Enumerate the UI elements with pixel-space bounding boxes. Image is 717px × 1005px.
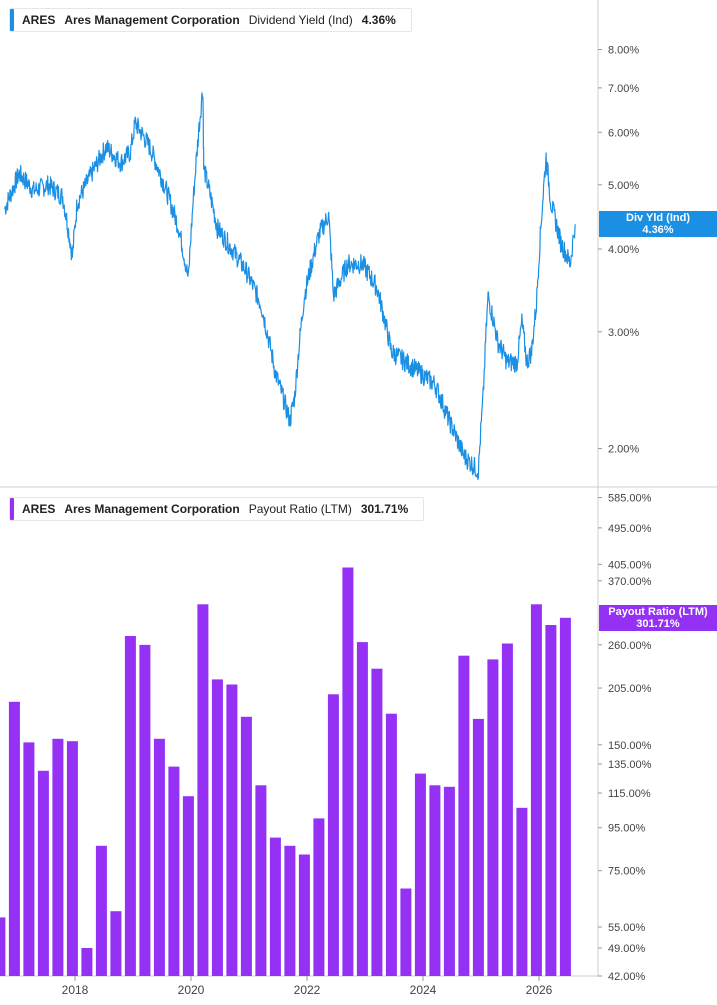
payout-ratio-bar — [124, 636, 136, 976]
dividend-yield-axis: 8.00% 7.00% 6.00% 5.00% 4.00% 3.00% 2.00% — [598, 44, 639, 456]
payout-ratio-bar — [458, 655, 470, 976]
legend-ticker: ARES — [22, 502, 56, 516]
payout-ratio-bar — [313, 818, 325, 976]
tag-label: Payout Ratio (LTM) — [608, 605, 708, 618]
legend-value: 4.36% — [361, 13, 396, 27]
payout-ratio-bar — [52, 738, 64, 976]
payout-ratio-bar — [168, 766, 180, 976]
y-tick-label: 205.00% — [608, 683, 652, 695]
legend-company: Ares Management Corporation — [64, 502, 240, 516]
date-axis: 2018 2020 2022 2024 2026 — [62, 976, 553, 997]
payout-ratio-bar — [298, 854, 310, 976]
x-tick-label: 2020 — [178, 983, 205, 997]
payout-ratio-bar — [0, 917, 6, 976]
payout-ratio-bar — [530, 604, 542, 976]
tag-value: 301.71% — [636, 617, 680, 630]
dividend-yield-line — [4, 92, 576, 481]
payout-ratio-bar — [240, 716, 252, 976]
payout-ratio-bar — [472, 718, 484, 976]
y-tick-label: 405.00% — [608, 559, 652, 571]
y-tick-label: 49.00% — [608, 943, 646, 955]
y-tick-label: 2.00% — [608, 444, 639, 456]
dividend-yield-plot — [4, 92, 576, 481]
y-tick-label: 95.00% — [608, 823, 646, 835]
legend-metric: Payout Ratio (LTM) — [248, 502, 352, 516]
y-tick-label: 5.00% — [608, 180, 639, 192]
y-tick-label: 55.00% — [608, 922, 646, 934]
payout-ratio-last-value-tag: Payout Ratio (LTM) 301.71% — [599, 604, 717, 631]
y-tick-label: 75.00% — [608, 866, 646, 878]
legend-ticker: ARES — [22, 13, 56, 27]
y-tick-label: 115.00% — [608, 788, 651, 800]
tag-label: Div Yld (Ind) — [626, 212, 690, 225]
payout-ratio-bar — [487, 659, 499, 976]
payout-ratio-bar — [139, 644, 151, 976]
payout-ratio-bar — [153, 738, 165, 976]
dividend-yield-legend: ARES Ares Management Corporation Dividen… — [9, 8, 412, 32]
legend-company: Ares Management Corporation — [64, 13, 240, 27]
payout-ratio-bar — [182, 796, 194, 976]
dividend-yield-swatch — [10, 9, 14, 31]
x-tick-label: 2022 — [294, 983, 321, 997]
payout-ratio-bar — [342, 567, 354, 976]
payout-ratio-bar — [66, 741, 78, 976]
payout-ratio-bar — [385, 713, 397, 976]
payout-ratio-plot — [0, 567, 571, 976]
y-tick-label: 585.00% — [608, 493, 652, 505]
payout-ratio-bar — [559, 617, 571, 976]
payout-ratio-bar — [211, 679, 223, 976]
y-tick-label: 3.00% — [608, 327, 639, 339]
payout-ratio-bar — [327, 694, 339, 976]
x-tick-label: 2024 — [410, 983, 437, 997]
payout-ratio-axis: 585.00% 495.00% 405.00% 370.00% 260.00% 205.0… — [598, 493, 652, 983]
payout-ratio-bar — [400, 888, 412, 976]
y-tick-label: 8.00% — [608, 44, 639, 56]
payout-ratio-bar — [8, 701, 20, 976]
payout-ratio-bar — [371, 668, 383, 976]
payout-ratio-bar — [443, 786, 455, 976]
payout-ratio-bar — [356, 642, 368, 976]
payout-ratio-bar — [501, 643, 513, 976]
payout-ratio-bar — [197, 604, 209, 976]
payout-ratio-legend: ARES Ares Management Corporation Payout … — [9, 497, 425, 521]
payout-ratio-bar — [429, 785, 441, 976]
y-tick-label: 7.00% — [608, 83, 639, 95]
y-tick-label: 260.00% — [608, 640, 652, 652]
y-tick-label: 370.00% — [608, 576, 652, 588]
y-tick-label: 42.00% — [608, 971, 646, 983]
payout-ratio-bar — [269, 837, 281, 976]
y-tick-label: 495.00% — [608, 523, 652, 535]
x-tick-label: 2026 — [526, 983, 553, 997]
y-tick-label: 135.00% — [608, 759, 652, 771]
payout-ratio-bar — [226, 684, 238, 976]
y-tick-label: 150.00% — [608, 740, 652, 752]
payout-ratio-bar — [255, 785, 267, 976]
y-tick-label: 6.00% — [608, 127, 639, 139]
legend-metric: Dividend Yield (Ind) — [248, 13, 353, 27]
payout-ratio-bar — [284, 845, 296, 976]
legend-value: 301.71% — [360, 502, 409, 516]
payout-ratio-bar — [95, 845, 107, 976]
dividend-yield-last-value-tag: Div Yld (Ind) 4.36% — [599, 211, 717, 238]
payout-ratio-bar — [37, 770, 49, 976]
y-tick-label: 4.00% — [608, 244, 639, 256]
payout-ratio-bar — [81, 948, 93, 976]
payout-ratio-bar — [545, 625, 557, 976]
payout-ratio-bar — [23, 742, 35, 976]
payout-ratio-bar — [110, 911, 122, 976]
tag-value: 4.36% — [642, 224, 674, 237]
x-tick-label: 2018 — [62, 983, 89, 997]
payout-ratio-bar — [414, 773, 426, 976]
payout-ratio-bar — [516, 807, 528, 976]
payout-ratio-swatch — [10, 498, 14, 520]
